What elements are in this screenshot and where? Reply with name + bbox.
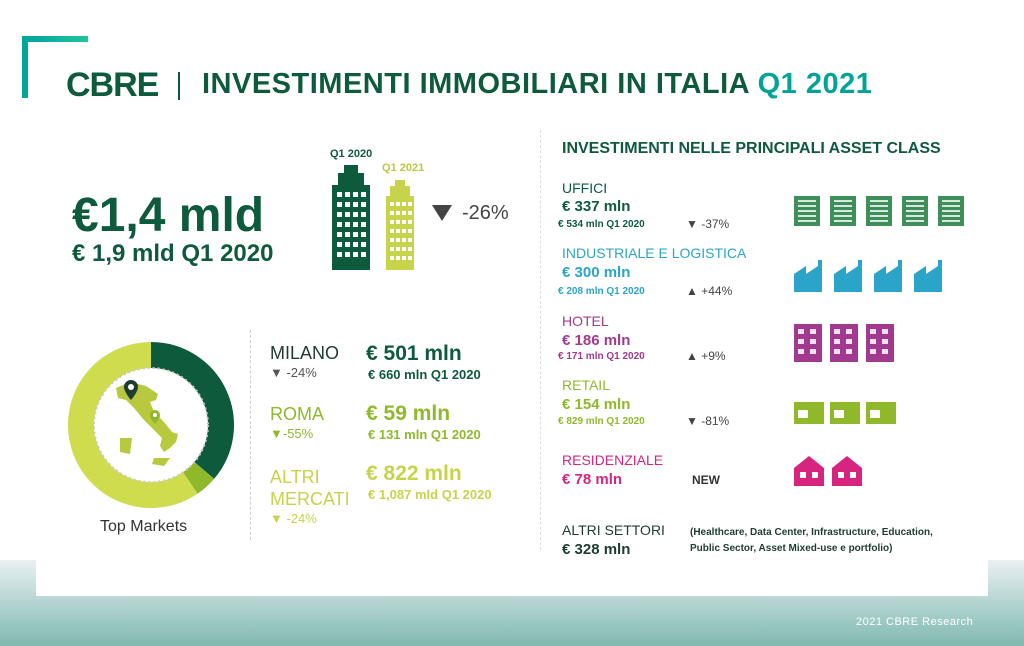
building-2021-icon <box>386 180 414 270</box>
market-altri-previous: € 1,087 mld Q1 2020 <box>368 487 492 502</box>
market-milano-previous: € 660 mln Q1 2020 <box>368 367 481 382</box>
market-altri-change: ▼ -24% <box>270 511 317 526</box>
asset-altri-value: € 328 mln <box>562 541 631 558</box>
headline-value: €1,4 mld <box>72 189 265 242</box>
donut-slice-roma <box>182 461 215 494</box>
asset-industriale-previous: € 208 mln Q1 2020 <box>558 286 645 297</box>
building-2020-icon <box>332 165 370 270</box>
asset-hotel-value: € 186 mln <box>562 332 631 349</box>
asset-industriale-value: € 300 mln <box>562 264 631 281</box>
asset-retail-previous: € 829 mln Q1 2020 <box>558 416 645 427</box>
asset-retail-change: ▼ -81% <box>686 414 730 428</box>
title-divider <box>178 72 180 100</box>
markets-divider <box>250 330 252 540</box>
asset-altri-name: ALTRI SETTORI <box>562 522 665 538</box>
asset-residenziale-badge: NEW <box>692 473 720 487</box>
house-icon <box>794 456 862 486</box>
asset-altri-note: (Healthcare, Data Center, Infrastructure… <box>690 525 933 557</box>
title-highlight: Q1 2021 <box>757 68 873 100</box>
donut-slice-altri-mercati <box>68 342 198 508</box>
down-triangle-icon <box>432 205 452 221</box>
market-roma-value: € 59 mln <box>366 402 451 425</box>
asset-hotel-name: HOTEL <box>562 313 609 329</box>
donut-inner-ring <box>93 367 209 483</box>
asset-uffici-previous: € 534 mln Q1 2020 <box>558 219 645 230</box>
donut-caption: Top Markets <box>100 518 188 535</box>
footer-credit: 2021 CBRE Research <box>856 616 974 628</box>
asset-hotel-change: ▲ +9% <box>686 349 726 363</box>
asset-altri-note-line2: Public Sector, Asset Mixed-use e portfol… <box>690 543 893 554</box>
market-altri-value: € 822 mln <box>366 462 462 485</box>
donut-slice-milano <box>150 342 234 479</box>
market-roma-name: ROMA <box>270 404 324 424</box>
asset-class-title: INVESTIMENTI NELLE PRINCIPALI ASSET CLAS… <box>562 140 941 157</box>
market-milano-value: € 501 mln <box>366 342 462 365</box>
market-milano-name: MILANO <box>270 343 340 363</box>
asset-industriale-change: ▲ +44% <box>686 284 733 298</box>
asset-uffici-name: UFFICI <box>562 180 608 196</box>
building-label-2020: Q1 2020 <box>330 148 373 160</box>
milano-pin-icon <box>124 380 138 400</box>
asset-residenziale-value: € 78 mln <box>562 471 623 488</box>
title-main: INVESTIMENTI IMMOBILIARI IN ITALIA <box>202 68 750 100</box>
headline-previous: € 1,9 mld Q1 2020 <box>72 240 274 267</box>
cbre-logo: CBRE <box>66 66 159 104</box>
market-roma-previous: € 131 mln Q1 2020 <box>368 427 481 442</box>
asset-industriale-name: INDUSTRIALE E LOGISTICA <box>562 245 747 261</box>
market-altri-name-line2: MERCATI <box>270 489 350 509</box>
factory-icon <box>794 260 942 292</box>
italy-map-icon <box>116 382 178 466</box>
shop-icon <box>794 402 896 424</box>
asset-altri-note-line1: (Healthcare, Data Center, Infrastructure… <box>690 527 933 538</box>
hotel-icon <box>794 324 894 362</box>
roma-pin-icon <box>150 410 160 424</box>
market-altri-name: ALTRI MERCATI <box>270 466 350 510</box>
asset-uffici-change: ▼ -37% <box>686 217 730 231</box>
asset-hotel-previous: € 171 mln Q1 2020 <box>558 351 645 362</box>
page-title: INVESTIMENTI IMMOBILIARI IN ITALIA Q1 20… <box>202 68 872 101</box>
headline-change: -26% <box>462 202 509 224</box>
column-divider <box>540 130 542 550</box>
asset-retail-value: € 154 mln <box>562 396 631 413</box>
asset-uffici-value: € 337 mln <box>562 198 631 215</box>
office-building-icon <box>794 196 964 226</box>
asset-retail-name: RETAIL <box>562 377 610 393</box>
market-altri-name-line1: ALTRI <box>270 467 320 487</box>
building-label-2021: Q1 2021 <box>382 162 425 174</box>
market-milano-change: ▼ -24% <box>270 365 317 380</box>
market-roma-change: ▼-55% <box>270 426 314 441</box>
top-markets-donut <box>68 342 234 508</box>
asset-residenziale-name: RESIDENZIALE <box>562 452 664 468</box>
